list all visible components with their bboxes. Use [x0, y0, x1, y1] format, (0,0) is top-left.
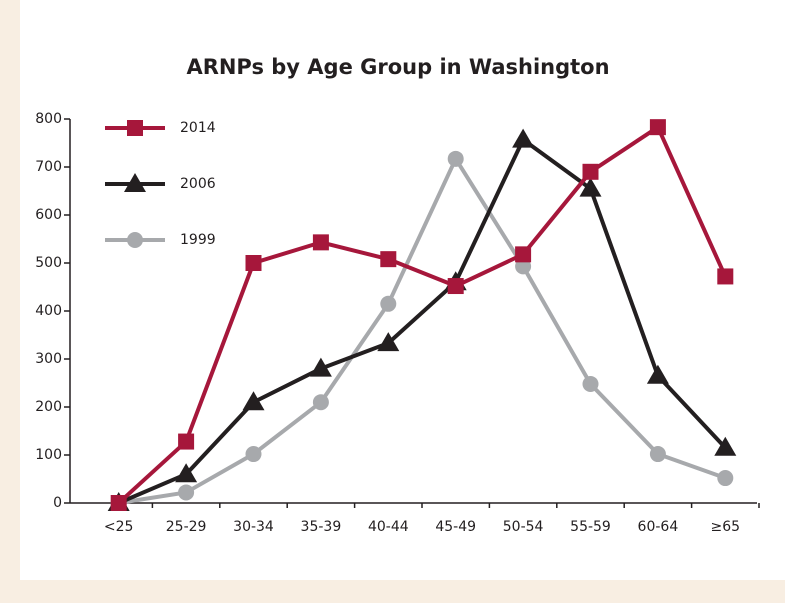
marker: [380, 251, 397, 268]
marker: [127, 232, 143, 248]
x-tick-label: ≥65: [711, 519, 741, 535]
y-tick-label: 800: [35, 111, 62, 127]
marker: [515, 246, 532, 263]
series-line: [118, 156, 726, 505]
marker: [175, 463, 198, 483]
x-tick-label: 60-64: [638, 519, 679, 535]
marker: [717, 470, 734, 487]
x-tick-label: 35-39: [301, 519, 342, 535]
marker: [512, 128, 535, 148]
marker: [312, 394, 329, 411]
y-tick-label: 700: [35, 159, 62, 175]
y-tick-label: 100: [35, 447, 62, 463]
marker: [312, 234, 329, 251]
marker: [124, 173, 146, 192]
marker: [242, 391, 265, 411]
x-tick-label: 30-34: [233, 519, 274, 535]
x-tick-label: 50-54: [503, 519, 544, 535]
x-tick-label: 45-49: [435, 519, 476, 535]
y-tick-label: 300: [35, 351, 62, 367]
marker: [582, 163, 599, 180]
marker: [447, 150, 464, 167]
marker: [714, 436, 737, 456]
y-tick-label: 0: [53, 495, 62, 511]
marker: [646, 364, 669, 384]
marker: [110, 495, 127, 511]
series-line: [117, 137, 727, 505]
y-tick-label: 500: [35, 255, 62, 271]
marker: [127, 120, 143, 136]
marker: [649, 119, 666, 136]
y-tick-label: 200: [35, 399, 62, 415]
series-line: [117, 125, 728, 505]
marker: [245, 446, 262, 463]
marker: [178, 433, 195, 450]
marker: [245, 255, 262, 271]
marker: [717, 268, 734, 285]
marker: [377, 332, 400, 352]
marker: [380, 295, 397, 312]
marker: [447, 278, 464, 295]
y-tick-label: 400: [35, 303, 62, 319]
y-tick-label: 600: [35, 207, 62, 223]
legend-label: 2006: [180, 176, 216, 192]
marker: [579, 177, 602, 197]
chart-title: ARNPs by Age Group in Washington: [186, 55, 609, 79]
marker: [582, 375, 599, 392]
legend-label: 1999: [180, 232, 216, 248]
x-tick-label: 40-44: [368, 519, 409, 535]
x-tick-label: <25: [104, 519, 134, 535]
panel: [20, 0, 785, 580]
marker: [309, 357, 332, 377]
x-tick-label: 55-59: [570, 519, 611, 535]
x-tick-label: 25-29: [166, 519, 207, 535]
legend-label: 2014: [180, 120, 216, 136]
marker: [178, 484, 195, 501]
marker: [649, 446, 666, 463]
